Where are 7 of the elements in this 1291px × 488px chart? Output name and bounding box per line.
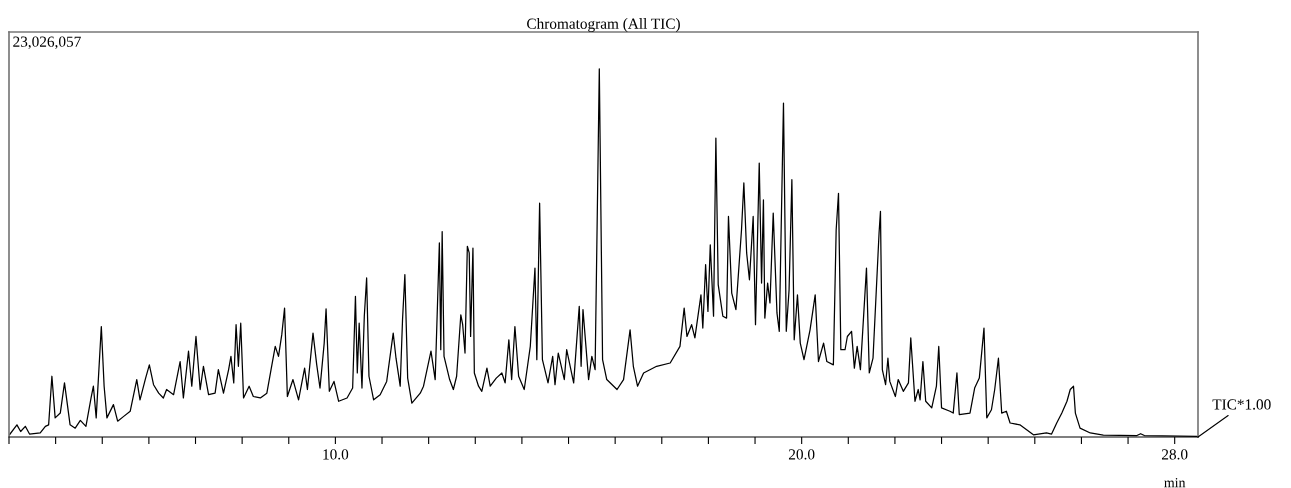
x-tick-label: 10.0 [323,449,349,460]
x-tick-label: 28.0 [1161,449,1188,460]
chart-title: Chromatogram (All TIC) [527,18,680,32]
text: TIC*1.00 [1212,399,1271,410]
x-tick-label: 20.0 [788,449,815,460]
x-axis-title: min [1164,477,1186,488]
text: 23,026,057 [13,36,81,49]
